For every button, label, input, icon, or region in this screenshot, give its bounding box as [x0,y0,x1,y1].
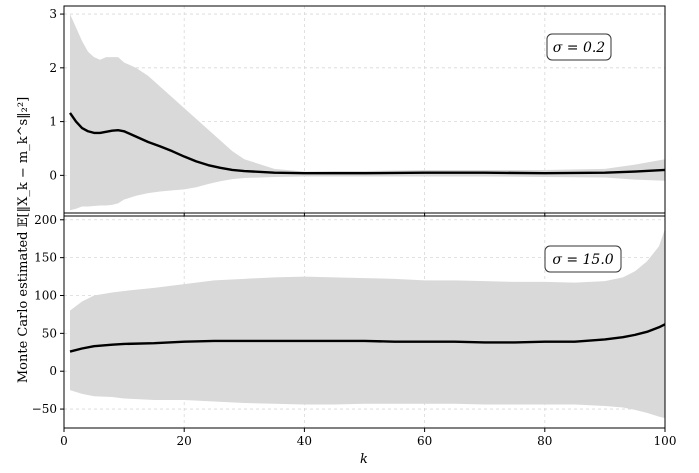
y-tick-label: 0 [49,168,57,182]
mean-line [69,323,666,353]
x-axis-label: k [360,452,368,467]
confidence-band [70,14,665,211]
sigma-annotation: σ = 15.0 [552,252,613,268]
y-tick-label: −50 [32,402,57,416]
x-tick-label: 20 [177,434,192,448]
x-tick-label: 80 [537,434,552,448]
x-tick-label: 100 [654,434,677,448]
x-tick-label: 0 [60,434,68,448]
y-tick-label: 0 [49,364,57,378]
sigma-annotation: σ = 0.2 [553,40,606,56]
y-tick-label: 150 [34,251,57,265]
panel-top: 0 1 2 3 σ = 0.2 [49,5,666,217]
mean-line [69,112,666,175]
y-tick-label: 3 [49,7,57,21]
x-tick-label: 40 [297,434,312,448]
y-tick-label: 200 [34,213,57,227]
y-axis-label: Monte Carlo estimated 𝔼[‖X_k − m_k^s‖₂²] [16,97,31,383]
y-tick-label: 50 [42,326,57,340]
x-tick-label: 60 [417,434,432,448]
axes-frame [63,215,666,429]
y-tick-label: 2 [49,61,57,75]
y-tick-label: 100 [34,289,57,303]
panel-bottom: −50 0 50 100 150 200 0 20 40 60 80 100 σ = 15.0 [32,213,677,448]
confidence-band [70,228,665,419]
y-tick-label: 1 [49,115,57,129]
annotation-box [546,33,612,61]
axes-frame [63,5,666,214]
annotation-box [544,245,622,273]
